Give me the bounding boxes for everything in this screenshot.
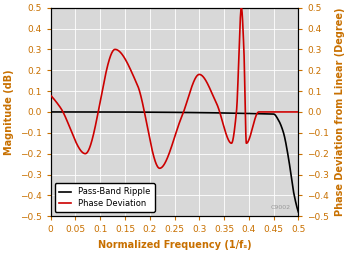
X-axis label: Normalized Frequency (1/fₛ): Normalized Frequency (1/fₛ) — [98, 240, 251, 250]
Legend: Pass-Band Ripple, Phase Deviation: Pass-Band Ripple, Phase Deviation — [55, 183, 155, 212]
Text: C9002: C9002 — [271, 205, 291, 210]
Y-axis label: Magnitude (dB): Magnitude (dB) — [4, 69, 14, 155]
Y-axis label: Phase Deviation from Linear (Degree): Phase Deviation from Linear (Degree) — [335, 8, 345, 216]
